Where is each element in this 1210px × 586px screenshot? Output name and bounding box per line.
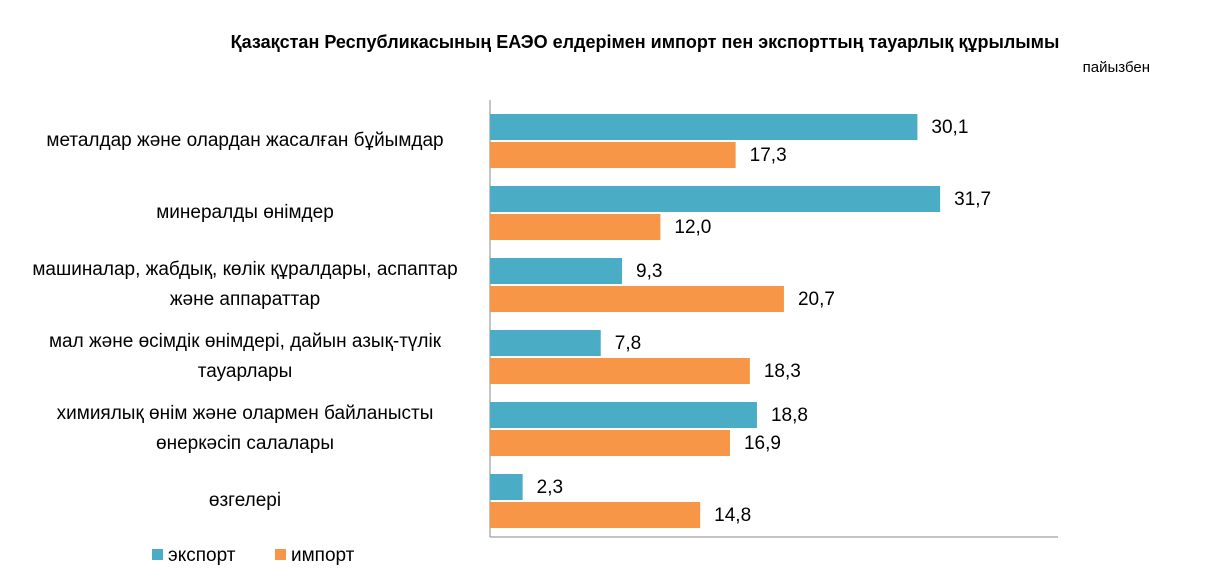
category-label: машиналар, жабдық, көлік құралдары, аспа… bbox=[32, 259, 458, 310]
legend-label: экспорт bbox=[168, 545, 236, 566]
value-label: 2,3 bbox=[537, 477, 563, 498]
category-label: металдар және олардан жасалған бұйымдар bbox=[46, 130, 444, 151]
value-label: 18,3 bbox=[764, 361, 801, 382]
bar bbox=[490, 258, 623, 284]
bar bbox=[490, 358, 750, 384]
value-label: 12,0 bbox=[674, 217, 711, 238]
category-label: химиялық өнім және олармен байланысты өн… bbox=[56, 403, 434, 454]
value-label: 16,9 bbox=[744, 433, 781, 454]
bar bbox=[490, 430, 730, 456]
category-label: мал және өсімдік өнімдері, дайын азық-тү… bbox=[48, 331, 442, 382]
category-label: өзгелері bbox=[208, 490, 282, 511]
chart-title: Қазақстан Республикасының ЕАЭО елдерімен… bbox=[231, 32, 1060, 52]
value-label: 18,8 bbox=[771, 405, 808, 426]
bar bbox=[490, 502, 701, 528]
bar bbox=[490, 214, 661, 240]
value-label: 20,7 bbox=[798, 289, 835, 310]
value-label: 31,7 bbox=[954, 189, 991, 210]
value-label: 30,1 bbox=[931, 117, 968, 138]
bar bbox=[490, 142, 736, 168]
bar bbox=[490, 402, 757, 428]
legend-swatch bbox=[275, 549, 286, 560]
legend-label: импорт bbox=[291, 545, 355, 566]
bar bbox=[490, 186, 941, 212]
bar bbox=[490, 114, 918, 140]
value-label: 17,3 bbox=[750, 145, 787, 166]
value-label: 14,8 bbox=[714, 505, 751, 526]
legend-swatch bbox=[152, 549, 163, 560]
value-label: 7,8 bbox=[615, 333, 641, 354]
bar bbox=[490, 286, 784, 312]
bar bbox=[490, 474, 523, 500]
bar bbox=[490, 330, 601, 356]
value-label: 9,3 bbox=[636, 261, 662, 282]
chart-subtitle: пайызбен bbox=[1083, 59, 1150, 76]
category-label: минералды өнімдер bbox=[156, 202, 334, 223]
